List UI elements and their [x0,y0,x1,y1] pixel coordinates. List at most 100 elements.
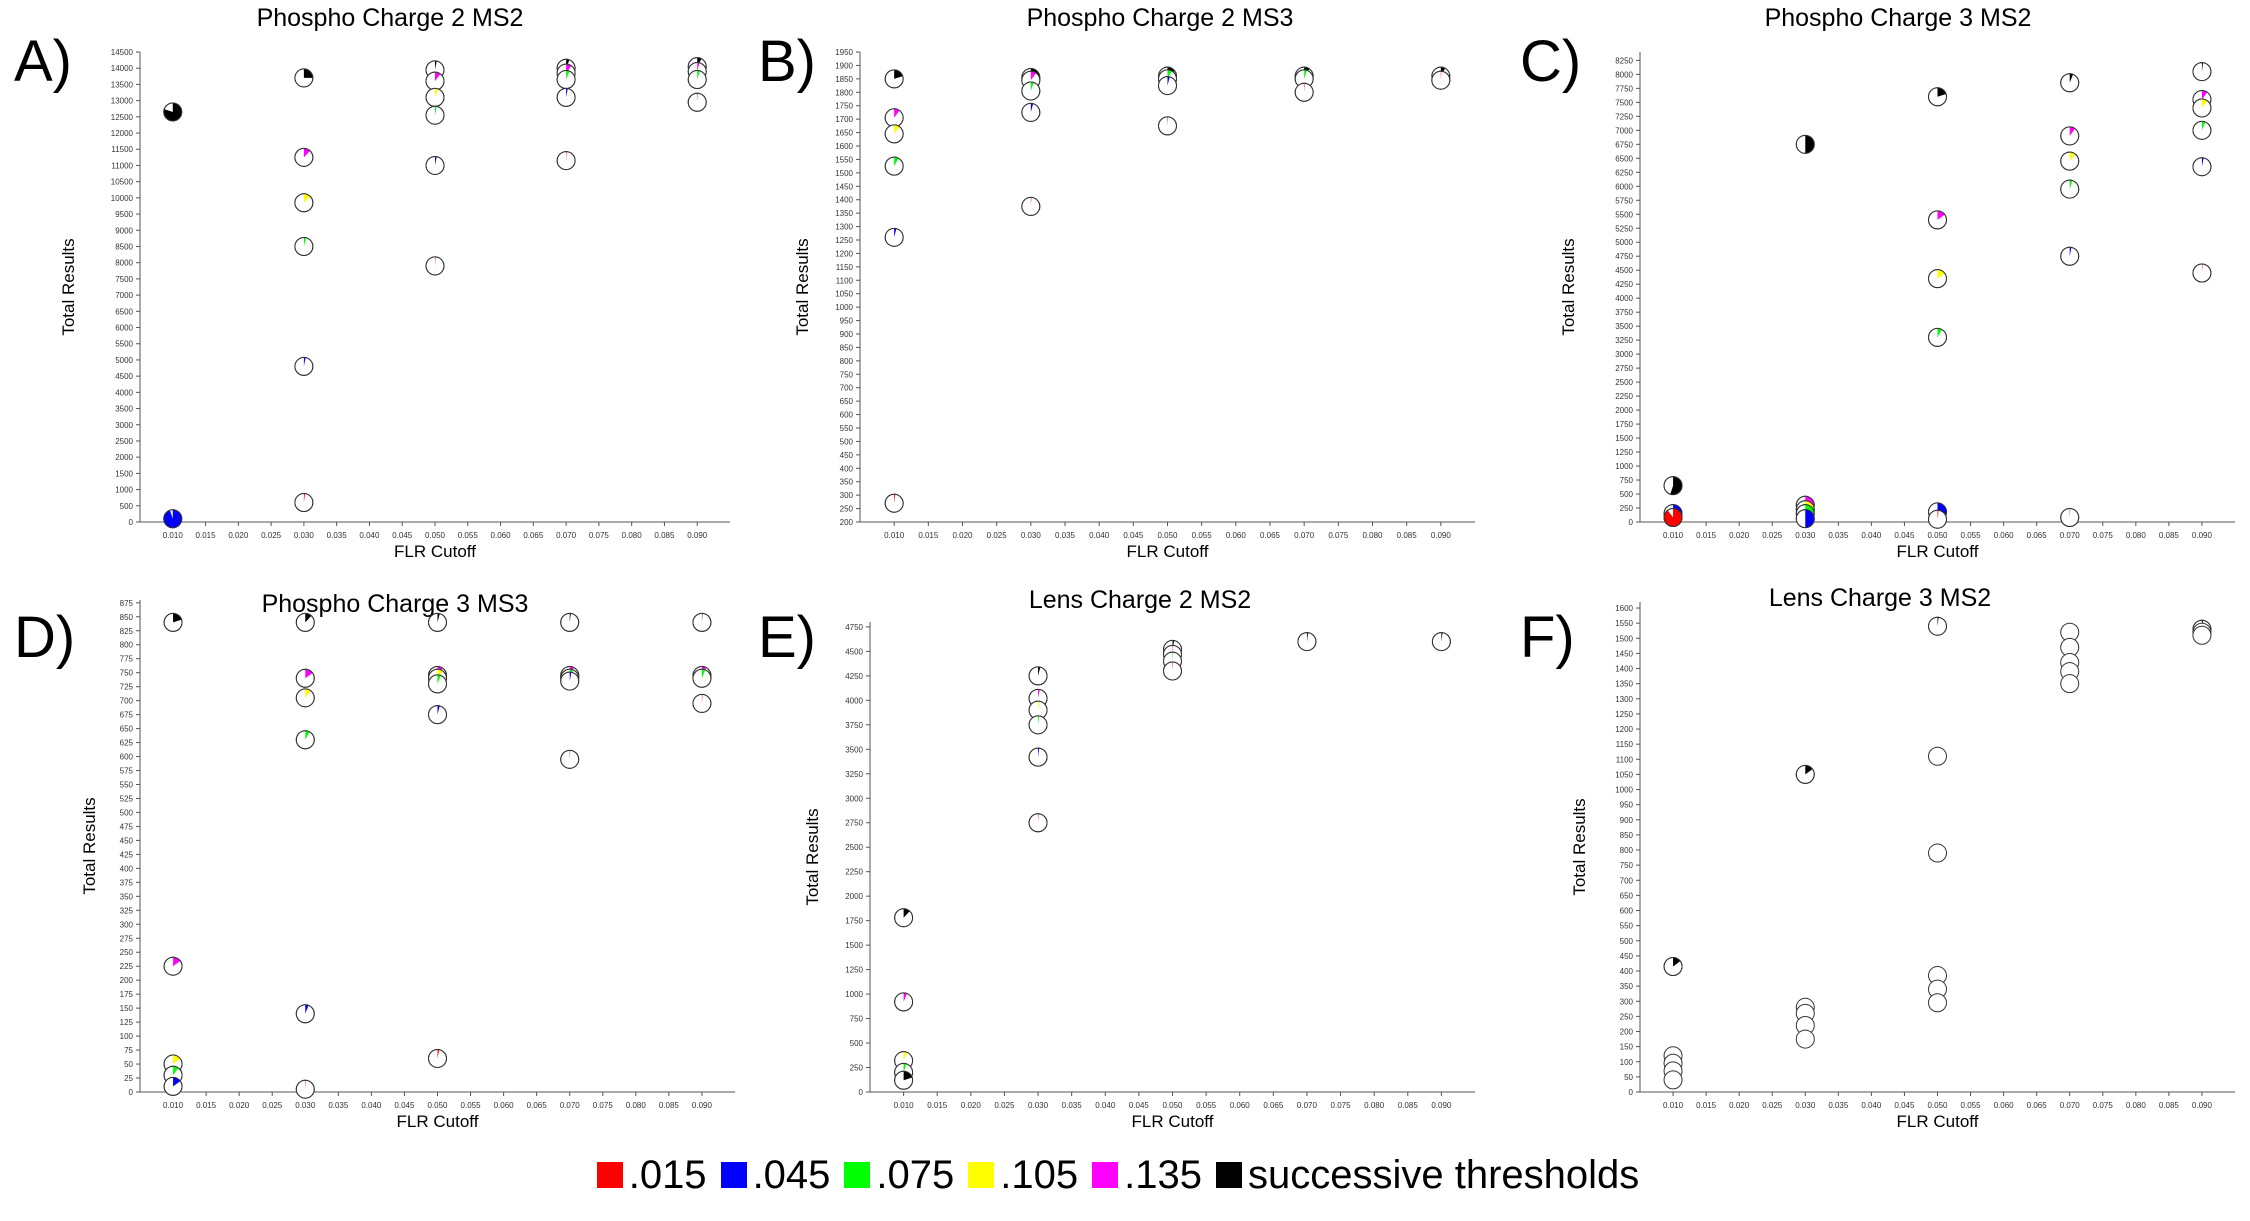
point-circle [1663,1070,1683,1090]
y-tick-label: 12000 [111,129,134,138]
legend-label: .105 [1000,1152,1079,1197]
data-point [2192,98,2212,118]
y-tick-label: 550 [120,781,134,790]
x-tick-label: 0.065 [1263,1101,1284,1110]
x-tick-label: 0.085 [1397,531,1418,540]
point-outline [1663,956,1683,976]
y-tick-label: 2000 [115,453,133,462]
point-wedge [2069,152,2076,162]
x-tick-label: 0.030 [294,531,315,540]
y-tick-label: 150 [1620,1043,1634,1052]
y-tick-label: 825 [120,627,134,636]
x-tick-label: 0.025 [261,531,282,540]
x-tick-label: 0.010 [894,1101,915,1110]
y-tick-label: 350 [1620,982,1634,991]
x-tick-label: 0.010 [163,1101,184,1110]
point-wedge [2201,264,2203,274]
point-wedge [437,613,440,623]
point-wedge [2201,62,2204,72]
data-point [295,1004,315,1024]
point-wedge [1304,69,1307,79]
point-outline [1163,661,1182,681]
x-tick-label: 0.030 [295,1101,316,1110]
y-tick-label: 1700 [835,115,853,124]
y-tick-label: 6250 [1615,168,1633,177]
data-point [884,108,904,128]
data-point [556,70,576,90]
data-point [1158,116,1177,136]
data-point [1795,1029,1815,1049]
y-tick-label: 150 [120,1004,134,1013]
x-tick-label: 0.090 [1431,531,1452,540]
point-outline [1021,196,1041,216]
y-tick-label: 3500 [115,405,133,414]
data-point [1028,747,1048,767]
point-wedge [435,256,436,266]
point-wedge [303,357,306,367]
point-outline [163,509,183,529]
point-wedge [697,93,698,103]
y-axis-label: Total Results [1570,798,1589,895]
data-point [1028,666,1048,686]
y-tick-label: 325 [120,906,134,915]
x-tick-label: 0.010 [1663,1101,1684,1110]
y-tick-label: 6000 [115,324,133,333]
point-outline [1928,87,1947,107]
data-point [556,151,576,171]
y-tick-label: 450 [840,451,854,460]
legend-swatch [596,1162,623,1188]
x-tick-label: 0.025 [987,531,1008,540]
legend-swatch [968,1162,995,1188]
x-axis-label: FLR Cutoff [1127,542,1209,561]
point-wedge [569,750,571,760]
data-point [1928,843,1947,863]
y-tick-label: 4750 [1615,252,1633,261]
point-outline [1021,81,1041,101]
point-wedge [2069,73,2074,83]
y-tick-label: 1300 [1615,695,1633,704]
y-tick-label: 1850 [835,75,853,84]
y-tick-label: 1500 [1615,634,1633,643]
point-outline [884,69,904,89]
data-point [1928,87,1947,107]
y-tick-label: 1050 [1615,770,1633,779]
point-wedge [1038,666,1041,676]
y-tick-label: 775 [120,655,134,664]
y-tick-label: 550 [1620,922,1634,931]
y-axis-label: Total Results [59,238,78,335]
x-tick-label: 0.035 [1062,1101,1083,1110]
y-tick-label: 4500 [845,647,863,656]
x-tick-label: 0.090 [687,531,708,540]
point-wedge [435,88,439,98]
y-tick-label: 1250 [1615,710,1633,719]
data-point [556,87,576,107]
y-tick-label: 250 [850,1064,864,1073]
point-wedge [2069,247,2072,257]
data-point [425,105,445,125]
y-tick-label: 2500 [845,843,863,852]
y-tick-label: 6500 [115,307,133,316]
data-point [2192,62,2212,82]
x-tick-label: 0.060 [1226,531,1247,540]
point-outline [1663,476,1683,496]
x-tick-label: 0.015 [927,1101,948,1110]
data-point [295,730,315,750]
point-outline [1928,269,1947,289]
x-tick-label: 0.055 [1961,531,1982,540]
point-wedge [1030,71,1037,81]
x-tick-label: 0.020 [228,531,249,540]
y-tick-label: 500 [1620,490,1634,499]
x-tick-label: 0.060 [1230,1101,1251,1110]
data-point [884,69,904,89]
point-outline [1021,102,1041,122]
x-tick-label: 0.070 [560,1101,581,1110]
panel-letter: C) [1520,29,1582,94]
x-tick-label: 0.060 [494,1101,515,1110]
point-wedge [305,730,310,740]
y-tick-label: 650 [120,725,134,734]
panel-letter: E) [758,605,816,670]
legend-swatch [1092,1162,1119,1188]
data-point [2060,674,2080,694]
point-wedge [1664,508,1683,527]
point-circle [2060,674,2080,694]
